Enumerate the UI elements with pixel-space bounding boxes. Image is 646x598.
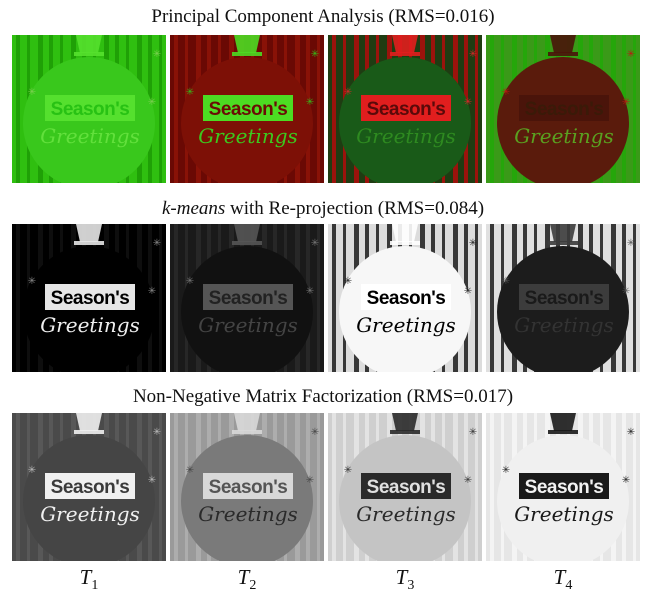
- svg-text:Season's: Season's: [51, 99, 130, 120]
- svg-text:✳: ✳: [153, 49, 161, 60]
- svg-text:✳: ✳: [627, 427, 635, 438]
- kmeans-image-t3: ✳ ✳ ✳ Season's Greetings: [328, 224, 482, 372]
- svg-text:✳: ✳: [186, 276, 194, 287]
- column-label-t3-base: T: [395, 565, 408, 589]
- pca-image-t4: ✳ ✳ ✳ Season's Greetings: [486, 35, 640, 183]
- svg-text:✳: ✳: [622, 475, 630, 486]
- svg-text:✳: ✳: [469, 238, 477, 249]
- svg-text:✳: ✳: [627, 49, 635, 60]
- nmf-image-row: ✳ ✳ ✳ Season's Greetings ✳ ✳ ✳ Season's Greetings…: [12, 413, 640, 561]
- svg-text:Greetings: Greetings: [356, 313, 456, 337]
- svg-text:Season's: Season's: [367, 99, 446, 120]
- svg-text:Season's: Season's: [367, 477, 446, 498]
- svg-text:✳: ✳: [344, 465, 352, 476]
- svg-text:✳: ✳: [148, 475, 156, 486]
- column-label-t2-base: T: [237, 565, 250, 589]
- kmeans-image-t4: ✳ ✳ ✳ Season's Greetings: [486, 224, 640, 372]
- svg-text:✳: ✳: [502, 276, 510, 287]
- row-title-pca-text: Principal Component Analysis (RMS=0.016): [151, 6, 495, 27]
- svg-text:✳: ✳: [502, 87, 510, 98]
- kmeans-image-t2: ✳ ✳ ✳ Season's Greetings: [170, 224, 324, 372]
- kmeans-image-t1: ✳ ✳ ✳ Season's Greetings: [12, 224, 166, 372]
- svg-text:Greetings: Greetings: [514, 124, 614, 148]
- column-label-t2-sub: 2: [249, 578, 257, 594]
- row-title-nmf: Non-Negative Matrix Factorization (RMS=0…: [0, 386, 646, 408]
- svg-text:Season's: Season's: [525, 99, 604, 120]
- row-title-nmf-text: Non-Negative Matrix Factorization (RMS=0…: [132, 386, 514, 407]
- svg-text:Greetings: Greetings: [198, 502, 298, 526]
- svg-text:✳: ✳: [627, 238, 635, 249]
- svg-text:Season's: Season's: [525, 288, 604, 309]
- svg-text:Greetings: Greetings: [40, 124, 140, 148]
- svg-text:✳: ✳: [306, 97, 314, 108]
- svg-text:✳: ✳: [186, 87, 194, 98]
- svg-text:✳: ✳: [622, 286, 630, 297]
- svg-text:✳: ✳: [464, 286, 472, 297]
- column-label-t3: T3: [328, 565, 482, 598]
- column-label-t4: T4: [486, 565, 640, 598]
- svg-text:Greetings: Greetings: [356, 124, 456, 148]
- svg-text:Greetings: Greetings: [40, 502, 140, 526]
- svg-text:Greetings: Greetings: [198, 124, 298, 148]
- svg-text:Season's: Season's: [209, 477, 288, 498]
- nmf-image-t4: ✳ ✳ ✳ Season's Greetings: [486, 413, 640, 561]
- svg-text:Greetings: Greetings: [514, 313, 614, 337]
- svg-text:Season's: Season's: [51, 288, 130, 309]
- nmf-image-t3: ✳ ✳ ✳ Season's Greetings: [328, 413, 482, 561]
- svg-text:✳: ✳: [469, 427, 477, 438]
- row-title-kmeans: k-means with Re-projection (RMS=0.084): [0, 198, 646, 220]
- pca-image-t1: ✳ ✳ ✳ Season's Greetings: [12, 35, 166, 183]
- svg-text:✳: ✳: [306, 286, 314, 297]
- svg-text:✳: ✳: [153, 427, 161, 438]
- svg-text:✳: ✳: [464, 97, 472, 108]
- svg-text:Greetings: Greetings: [198, 313, 298, 337]
- svg-text:✳: ✳: [311, 49, 319, 60]
- svg-text:✳: ✳: [153, 238, 161, 249]
- svg-text:✳: ✳: [306, 475, 314, 486]
- row-title-kmeans-italic: k-means: [161, 198, 226, 219]
- svg-text:Greetings: Greetings: [514, 502, 614, 526]
- kmeans-image-row: ✳ ✳ ✳ Season's Greetings ✳ ✳ ✳ Season's Greetings…: [12, 224, 640, 372]
- svg-text:✳: ✳: [502, 465, 510, 476]
- nmf-image-t1: ✳ ✳ ✳ Season's Greetings: [12, 413, 166, 561]
- row-title-pca: Principal Component Analysis (RMS=0.016): [0, 6, 646, 28]
- svg-text:✳: ✳: [344, 276, 352, 287]
- svg-text:✳: ✳: [344, 87, 352, 98]
- svg-text:✳: ✳: [28, 276, 36, 287]
- column-label-t1: T1: [12, 565, 166, 598]
- svg-text:✳: ✳: [311, 238, 319, 249]
- nmf-image-t2: ✳ ✳ ✳ Season's Greetings: [170, 413, 324, 561]
- svg-text:✳: ✳: [622, 97, 630, 108]
- svg-text:Season's: Season's: [51, 477, 130, 498]
- column-label-t3-sub: 3: [407, 578, 415, 594]
- column-label-t2: T2: [170, 565, 324, 598]
- column-label-t4-base: T: [553, 565, 566, 589]
- svg-text:Greetings: Greetings: [40, 313, 140, 337]
- column-label-t1-sub: 1: [91, 578, 99, 594]
- svg-text:✳: ✳: [311, 427, 319, 438]
- svg-text:Season's: Season's: [367, 288, 446, 309]
- pca-image-t3: ✳ ✳ ✳ Season's Greetings: [328, 35, 482, 183]
- svg-text:Greetings: Greetings: [356, 502, 456, 526]
- svg-text:Season's: Season's: [209, 99, 288, 120]
- svg-text:✳: ✳: [148, 97, 156, 108]
- svg-text:✳: ✳: [28, 87, 36, 98]
- svg-text:✳: ✳: [469, 49, 477, 60]
- svg-text:✳: ✳: [464, 475, 472, 486]
- svg-text:✳: ✳: [28, 465, 36, 476]
- row-title-kmeans-text: with Re-projection (RMS=0.084): [230, 198, 485, 219]
- svg-text:Season's: Season's: [525, 477, 604, 498]
- column-label-t1-base: T: [79, 565, 92, 589]
- pca-image-t2: ✳ ✳ ✳ Season's Greetings: [170, 35, 324, 183]
- svg-text:Season's: Season's: [209, 288, 288, 309]
- svg-text:✳: ✳: [148, 286, 156, 297]
- column-label-t4-sub: 4: [565, 578, 573, 594]
- svg-text:✳: ✳: [186, 465, 194, 476]
- pca-image-row: ✳ ✳ ✳ Season's Greetings ✳ ✳ ✳ Season's Greetings…: [12, 35, 640, 183]
